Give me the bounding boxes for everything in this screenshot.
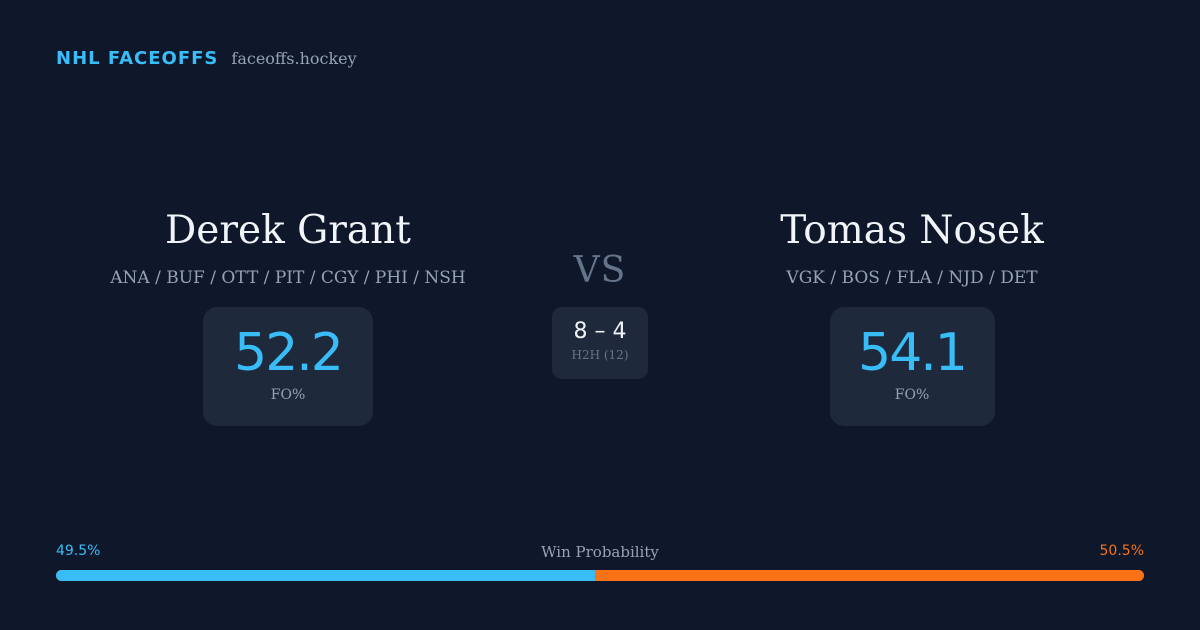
player-left-fo-label: FO% [270, 387, 306, 403]
vs-label: VS [573, 250, 627, 291]
brand-header: NHL FACEOFFS faceoffs.hockey [56, 48, 357, 69]
win-probability-left-label: 49.5% [56, 543, 101, 559]
player-right-teams: VGK / BOS / FLA / NJD / DET [786, 268, 1038, 288]
win-probability-bar [56, 570, 1144, 581]
h2h-label: H2H (12) [571, 348, 629, 362]
player-right-fo-value: 54.1 [858, 323, 968, 383]
win-probability-bar-left [56, 570, 595, 581]
player-left-fo-value: 52.2 [234, 323, 344, 383]
player-right: Tomas Nosek VGK / BOS / FLA / NJD / DET … [652, 205, 1172, 426]
player-left: Derek Grant ANA / BUF / OTT / PIT / CGY … [28, 205, 548, 426]
player-right-fo-label: FO% [894, 387, 930, 403]
win-probability-title: Win Probability [541, 543, 659, 561]
player-left-name: Derek Grant [165, 208, 411, 253]
player-right-name: Tomas Nosek [780, 208, 1044, 253]
h2h-card: 8 – 4 H2H (12) [552, 307, 648, 379]
player-right-stat-card: 54.1 FO% [829, 307, 995, 426]
brand-name[interactable]: NHL FACEOFFS [56, 48, 219, 69]
win-probability: 49.5% Win Probability 50.5% [56, 543, 1144, 581]
h2h-score: 8 – 4 [573, 319, 627, 344]
win-probability-right-label: 50.5% [1099, 543, 1144, 559]
win-probability-header: 49.5% Win Probability 50.5% [56, 543, 1144, 563]
win-probability-bar-right [594, 570, 1144, 581]
brand-domain[interactable]: faceoffs.hockey [231, 49, 357, 68]
player-left-stat-card: 52.2 FO% [203, 307, 373, 426]
player-left-teams: ANA / BUF / OTT / PIT / CGY / PHI / NSH [110, 268, 466, 288]
